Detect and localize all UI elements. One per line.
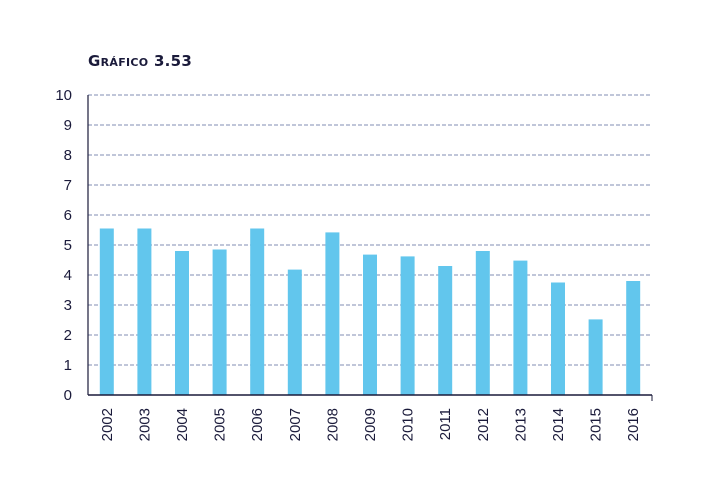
chart-title: Gráfico 3.53: [88, 52, 193, 70]
x-tick-label: 2002: [99, 408, 116, 441]
y-tick-label: 10: [55, 87, 72, 104]
bar-2003: [137, 228, 152, 395]
x-tick-label: 2015: [588, 408, 605, 441]
y-tick-label: 1: [64, 357, 72, 374]
x-tick-label: 2012: [475, 408, 492, 441]
x-tick-label: 2007: [287, 408, 304, 441]
x-tick-label: 2006: [249, 408, 266, 441]
x-tick-labels: 2002 2003 2004 2005 2006 2007 2008 2009 2010 2011…: [99, 408, 642, 441]
bar-2009: [363, 254, 377, 395]
x-tick-label: 2004: [174, 408, 191, 441]
x-tick-label: 2013: [512, 408, 529, 441]
bars: [99, 228, 641, 395]
bar-2013: [513, 260, 528, 395]
bar-2016: [626, 281, 641, 395]
y-tick-label: 5: [64, 237, 72, 254]
y-tick-label: 0: [64, 387, 72, 404]
y-tick-label: 7: [64, 177, 72, 194]
bar-2012: [475, 251, 490, 395]
bar-2002: [99, 228, 114, 395]
bar-2015: [588, 319, 603, 395]
bar-2006: [250, 228, 265, 395]
y-tick-label: 3: [64, 297, 72, 314]
bar-2014: [551, 282, 565, 395]
y-tick-label: 4: [64, 267, 72, 284]
bar-2008: [325, 232, 340, 395]
bar-2007: [287, 269, 302, 395]
x-tick-label: 2003: [136, 408, 153, 441]
y-tick-labels: 0 1 2 3 4 5 6 7 8 9 10: [55, 87, 72, 404]
axes: [87, 95, 653, 401]
y-tick-label: 2: [64, 327, 72, 344]
x-tick-label: 2008: [324, 408, 341, 441]
x-tick-label: 2011: [437, 408, 454, 440]
y-tick-label: 9: [64, 117, 72, 134]
x-tick-label: 2009: [362, 408, 379, 441]
x-tick-label: 2016: [625, 408, 642, 441]
y-tick-label: 6: [64, 207, 72, 224]
x-tick-label: 2010: [400, 408, 417, 441]
bar-2004: [175, 251, 189, 395]
x-tick-label: 2014: [550, 408, 567, 441]
x-tick-label: 2005: [212, 408, 229, 441]
bar-2010: [400, 256, 415, 395]
bar-2005: [212, 249, 227, 395]
bar-2011: [438, 266, 453, 395]
y-tick-label: 8: [64, 147, 72, 164]
